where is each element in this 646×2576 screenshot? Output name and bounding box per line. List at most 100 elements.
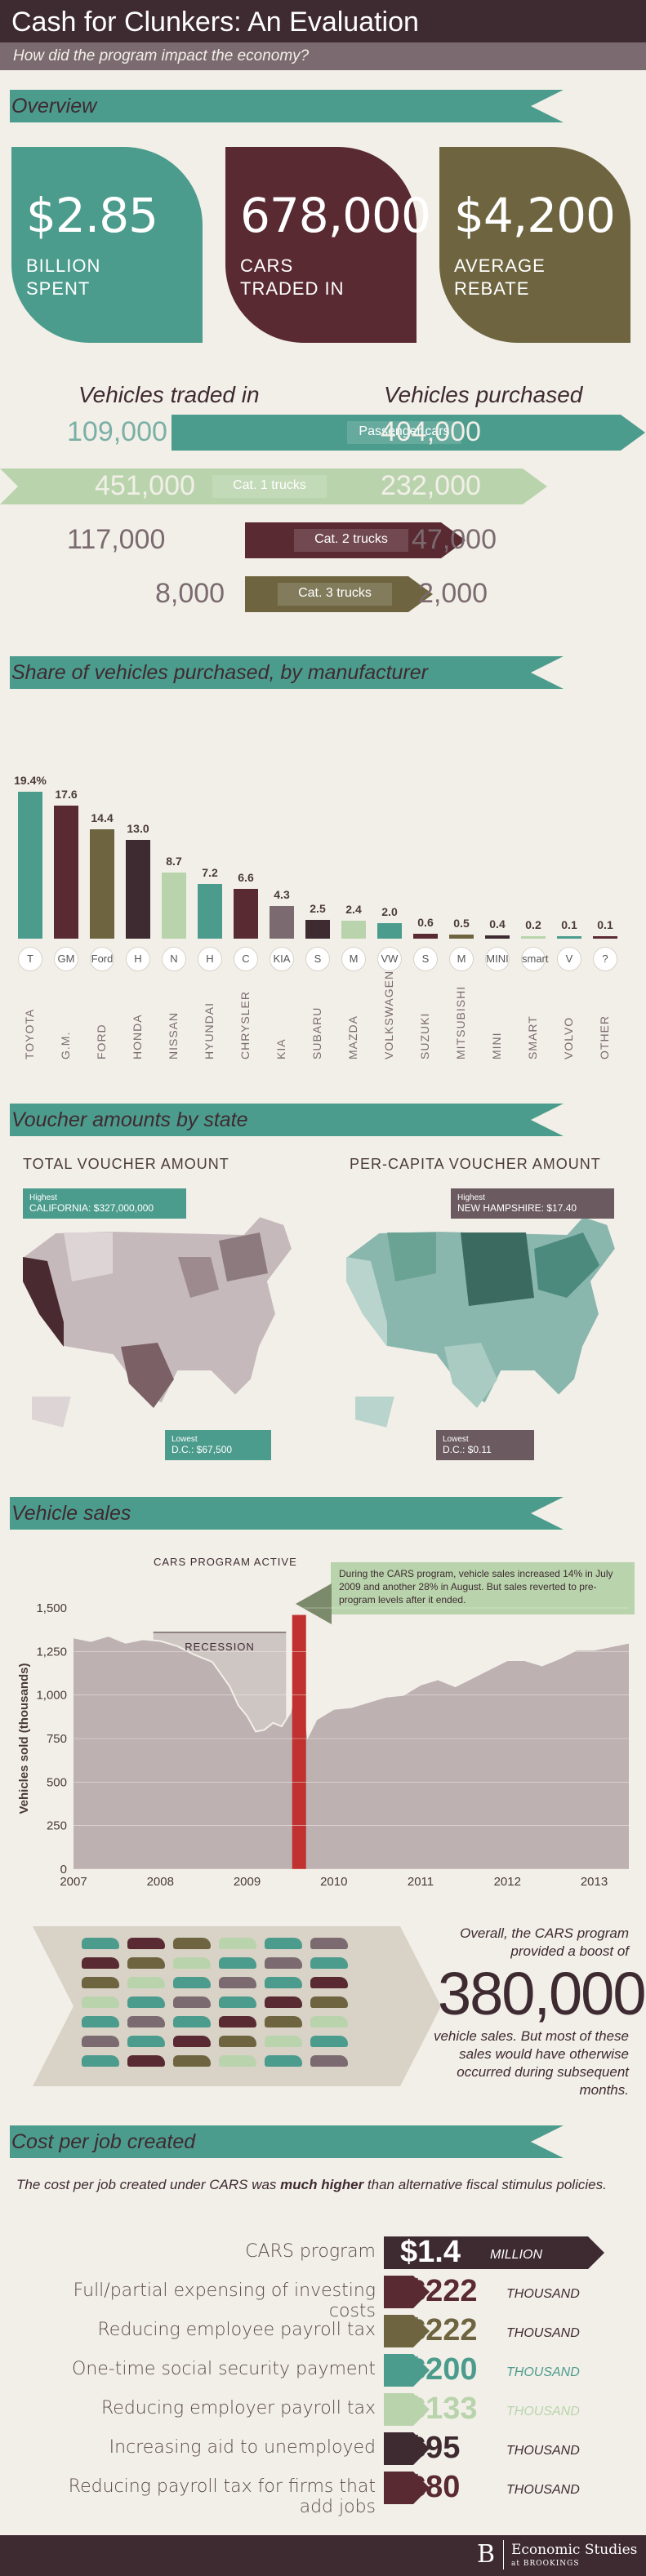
car-icon [173, 1938, 211, 1949]
car-icon [310, 1977, 348, 1988]
x-tick-label: 2011 [408, 1875, 434, 1889]
manufacturer-label: VOLVO [562, 1016, 575, 1059]
total-highest-label: Highest [29, 1193, 57, 1202]
share-bar [521, 936, 546, 939]
summary-number: 380,000 [438, 1960, 646, 2027]
manufacturer-label: SMART [526, 1015, 539, 1059]
share-bar-value: 4.3 [274, 888, 290, 902]
overview-card-label-line2: TRADED IN [240, 278, 345, 299]
job-value-arrow [384, 2315, 430, 2347]
job-cost-unit: MILLION [490, 2248, 543, 2262]
share-bar [198, 884, 222, 939]
share-bar-value: 0.4 [489, 917, 506, 931]
job-value-arrow [384, 2236, 604, 2269]
purchased-heading: Vehicles purchased [384, 382, 583, 407]
overview-card-value: 678,000 [240, 188, 431, 243]
voucher-banner: Voucher amounts by state [0, 1104, 572, 1136]
car-icon [265, 1957, 302, 1969]
total-highest-value: CALIFORNIA: $327,000,000 [29, 1202, 154, 1214]
vehicle-category: Cat. 3 trucks [298, 586, 372, 600]
share-title: Share of vehicles purchased, by manufact… [11, 661, 428, 684]
car-icon [265, 1938, 302, 1949]
jobs-title: Cost per job created [11, 2130, 196, 2153]
car-icon [310, 1938, 348, 1949]
manufacturer-label: HONDA [131, 1014, 144, 1059]
share-bar [234, 888, 258, 939]
car-icon [265, 2055, 302, 2067]
overview-banner: Overview [0, 90, 572, 122]
y-tick-label: 1,250 [36, 1645, 67, 1659]
manufacturer-logo-icon: S [305, 947, 330, 971]
total-highest-callout: Highest CALIFORNIA: $327,000,000 [23, 1188, 186, 1219]
share-bar [593, 936, 617, 939]
job-cost-value: $1.4 [400, 2235, 461, 2269]
car-icon [82, 1996, 119, 2008]
car-icon [219, 1957, 256, 1969]
share-bar [413, 934, 438, 939]
car-icon [265, 2016, 302, 2027]
share-bar-value: 13.0 [127, 822, 149, 836]
x-tick-label: 2008 [147, 1875, 174, 1889]
share-bar [485, 935, 510, 939]
car-icon [173, 1977, 211, 1988]
percap-highest-callout: Highest NEW HAMPSHIRE: $17.40 [451, 1188, 614, 1219]
y-tick-label: 0 [60, 1863, 67, 1876]
overview-title: Overview [11, 95, 97, 118]
manufacturer-logo-icon: smart [521, 947, 549, 971]
footer-divider [503, 2540, 504, 2569]
cars-active-label: CARS PROGRAM ACTIVE [154, 1556, 297, 1568]
job-value-arrow [384, 2354, 430, 2387]
jobs-intro-post: than alternative fiscal stimulus policie… [363, 2177, 607, 2192]
x-tick-label: 2013 [581, 1875, 608, 1889]
footer-sub: at BROOKINGS [511, 2560, 580, 2568]
overview-card-label: BILLION SPENT [26, 255, 188, 300]
car-icon [219, 1938, 256, 1949]
manufacturer-label: G.M. [59, 1031, 72, 1059]
job-policy-label: CARS program [245, 2241, 376, 2262]
y-tick-label: 1,500 [36, 1601, 67, 1615]
share-bar [305, 919, 330, 939]
sales-chart: 0 250 500 750 1,000 1,250 1,500 2007 2008 2009 201… [17, 1601, 630, 1889]
vehicle-arrow [0, 469, 547, 504]
car-icon [219, 1977, 256, 1988]
share-bar [162, 873, 186, 939]
car-icon [173, 2055, 211, 2067]
share-bar [126, 840, 150, 939]
share-bar-value: 2.0 [381, 905, 398, 919]
sales-banner: Vehicle sales [0, 1497, 572, 1530]
jobs-intro: The cost per job created under CARS was … [16, 2176, 621, 2194]
job-policy-label: Full/partial expensing of investing cost… [73, 2281, 376, 2321]
vehicle-category: Passenger cars [359, 424, 450, 438]
x-tick-label: 2012 [494, 1875, 521, 1889]
y-axis-label: Vehicles sold (thousands) [17, 1663, 31, 1814]
car-icon [219, 2055, 256, 2067]
car-icon [265, 2036, 302, 2047]
vehicle-arrow [172, 415, 645, 451]
y-tick-label: 250 [47, 1819, 67, 1833]
note-arrow [296, 1583, 332, 1624]
share-bar [341, 920, 366, 939]
share-banner: Share of vehicles purchased, by manufact… [0, 656, 572, 689]
car-icon [219, 2016, 256, 2027]
share-bar-value: 14.4 [91, 811, 114, 825]
manufacturer-label: FORD [95, 1024, 108, 1059]
manufacturer-label: SUZUKI [418, 1012, 431, 1059]
manufacturer-logo-icon: MINI [485, 947, 510, 971]
vehicle-purchased-value: 2,000 [418, 578, 488, 609]
car-icon [127, 2036, 165, 2047]
recession-label: RECESSION [185, 1641, 255, 1653]
job-cost-unit: THOUSAND [506, 2405, 580, 2418]
job-cost-value: $222 [408, 2313, 478, 2347]
share-bar [557, 936, 581, 939]
job-cost-unit: THOUSAND [506, 2444, 580, 2458]
share-bar-value: 0.1 [561, 918, 577, 931]
manufacturer-logo-icon: C [234, 947, 258, 971]
percap-voucher-map [345, 1215, 617, 1430]
job-cost-value: $80 [408, 2470, 461, 2504]
car-icon [173, 2016, 211, 2027]
sales-area [74, 1636, 629, 1869]
share-bar [18, 792, 42, 939]
jobs-intro-pre: The cost per job created under CARS was [16, 2177, 281, 2192]
job-policy-label: Reducing employee payroll tax [97, 2320, 376, 2340]
footer: B Economic Studies at BROOKINGS [0, 2535, 646, 2576]
